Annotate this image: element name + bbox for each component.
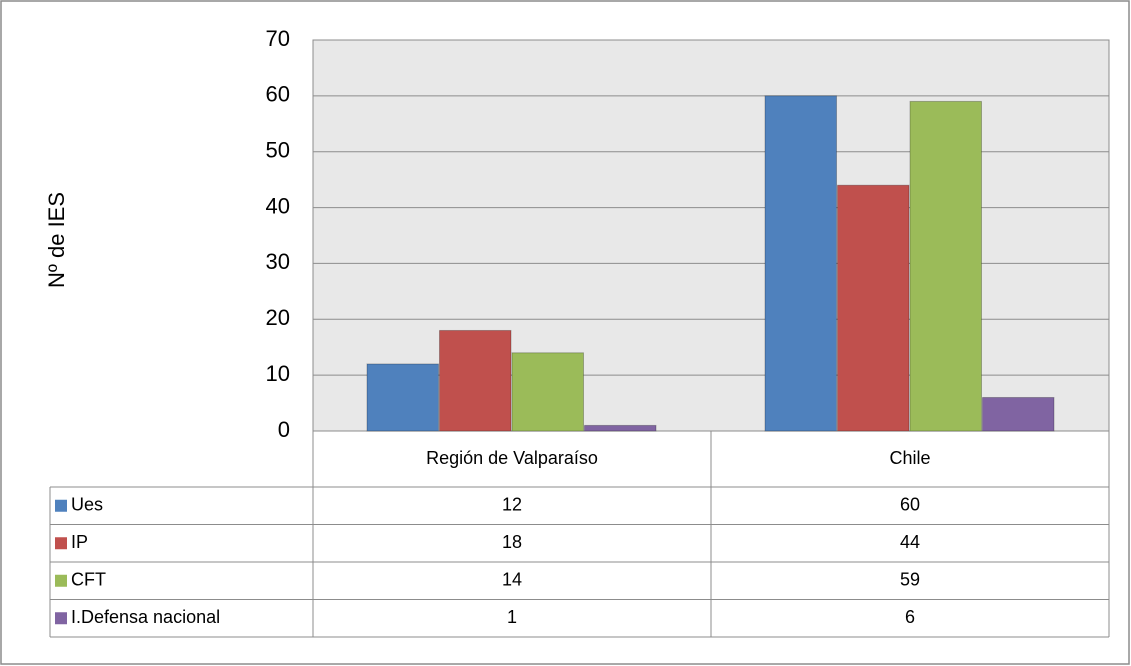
legend-label: CFT — [71, 570, 106, 590]
bar — [511, 352, 584, 432]
y-tick-label: 50 — [266, 138, 290, 163]
bar — [439, 329, 512, 432]
table-value: 14 — [502, 570, 522, 590]
y-tick-label: 40 — [266, 193, 290, 218]
y-tick-label: 10 — [266, 361, 290, 386]
y-tick-label: 30 — [266, 249, 290, 274]
bar — [837, 184, 910, 432]
x-tick-label: Chile — [889, 448, 930, 468]
table-value: 59 — [900, 570, 920, 590]
bar — [909, 100, 982, 432]
x-tick-label: Región de Valparaíso — [426, 448, 598, 468]
legend-label: I.Defensa nacional — [71, 607, 220, 627]
y-tick-label: 0 — [278, 417, 290, 442]
y-tick-label: 20 — [266, 305, 290, 330]
table-value: 60 — [900, 495, 920, 515]
y-tick-label: 70 — [266, 26, 290, 51]
bar — [366, 363, 439, 432]
legend-swatch — [55, 612, 67, 625]
table-value: 1 — [507, 607, 517, 627]
y-axis-label: Nº de IES — [44, 192, 69, 288]
table-value: 44 — [900, 532, 920, 552]
legend-label: IP — [71, 532, 88, 552]
table-value: 6 — [905, 607, 915, 627]
table-value: 18 — [502, 532, 522, 552]
bar — [764, 95, 837, 432]
table-value: 12 — [502, 495, 522, 515]
legend-swatch — [55, 499, 67, 512]
bar — [982, 396, 1055, 432]
bar — [584, 424, 657, 432]
legend-swatch — [55, 537, 67, 550]
y-tick-label: 60 — [266, 82, 290, 107]
legend-swatch — [55, 574, 67, 587]
legend-label: Ues — [71, 495, 103, 515]
